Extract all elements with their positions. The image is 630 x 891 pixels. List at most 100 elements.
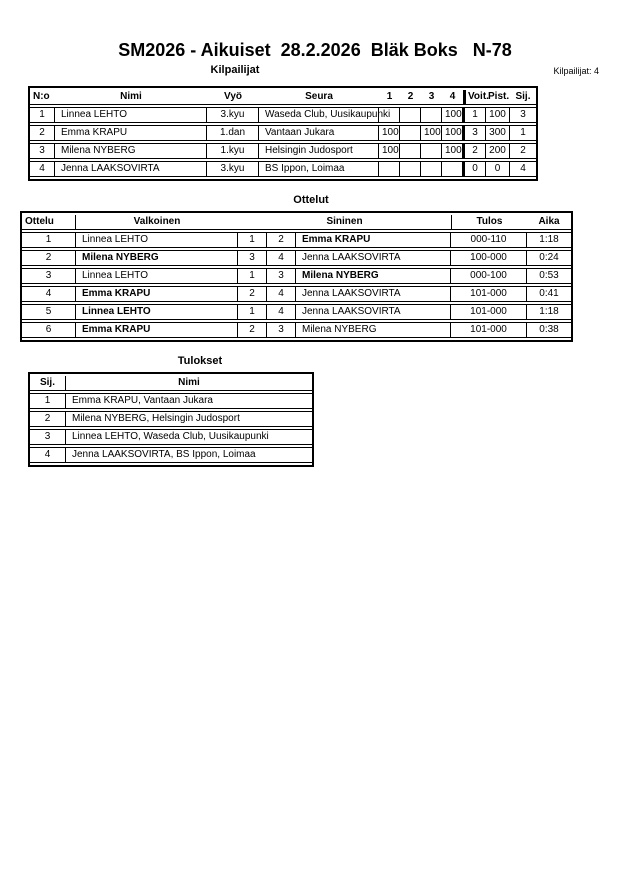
match-result: 000-100 (451, 268, 527, 284)
round-score (421, 161, 442, 177)
blue-player-number: 3 (267, 322, 296, 338)
col-voit: Voit. (463, 90, 489, 105)
blue-player-name: Jenna LAAKSOVIRTA (296, 304, 451, 320)
round-score (400, 161, 421, 177)
white-player-number: 2 (238, 286, 267, 302)
competitor-placement: 3 (510, 107, 536, 123)
round-score (421, 107, 442, 123)
match-result: 101-000 (451, 286, 527, 302)
match-time: 0:24 (527, 250, 571, 266)
kilpailijat-heading: Kilpailijat (210, 64, 260, 76)
match-time: 1:18 (527, 304, 571, 320)
match-time: 0:41 (527, 286, 571, 302)
round-score: 100 (379, 143, 400, 159)
match-number: 1 (22, 232, 76, 248)
table-row: 6 Emma KRAPU 2 3 Milena NYBERG 101-000 0:38 (22, 322, 571, 338)
competitor-points: 300 (486, 125, 510, 141)
blue-player-name: Milena NYBERG (296, 268, 451, 284)
result-name: Linnea LEHTO, Waseda Club, Uusikaupunki (66, 429, 312, 445)
col-pist: Pist. (486, 90, 510, 105)
table-row: 1 Linnea LEHTO 1 2 Emma KRAPU 000-110 1:18 (22, 232, 571, 248)
round-score: 100 (442, 125, 463, 141)
white-player-name: Linnea LEHTO (76, 232, 238, 248)
white-player-name: Milena NYBERG (76, 250, 238, 266)
result-name: Milena NYBERG, Helsingin Judosport (66, 411, 312, 427)
competitor-belt: 1.kyu (207, 143, 259, 159)
kilpailijat-header-row: N:o Nimi Vyö Seura 1 2 3 4 Voit. Pist. S… (30, 90, 536, 105)
blue-player-number: 4 (267, 286, 296, 302)
competitor-wins: 2 (463, 143, 486, 159)
table-row: 2 Milena NYBERG 3 4 Jenna LAAKSOVIRTA 100-000… (22, 250, 571, 266)
round-score (400, 125, 421, 141)
tulokset-table: Sij. Nimi 1 Emma KRAPU, Vantaan Jukara 2 Mi… (28, 372, 314, 467)
tulokset-header-row: Sij. Nimi (30, 376, 312, 391)
match-result: 000-110 (451, 232, 527, 248)
round-score (421, 143, 442, 159)
match-number: 2 (22, 250, 76, 266)
match-time: 0:53 (527, 268, 571, 284)
competitor-number: 4 (30, 161, 55, 177)
match-time: 0:38 (527, 322, 571, 338)
blue-player-name: Milena NYBERG (296, 322, 451, 338)
competitor-club: Vantaan Jukara (259, 125, 379, 141)
match-number: 4 (22, 286, 76, 302)
competitor-name: Milena NYBERG (55, 143, 207, 159)
table-row: 1 Emma KRAPU, Vantaan Jukara (30, 393, 312, 409)
competitor-points: 0 (486, 161, 510, 177)
white-player-number: 1 (238, 268, 267, 284)
competitor-wins: 0 (463, 161, 486, 177)
result-placement: 2 (30, 411, 66, 427)
ottelut-heading: Ottelut (293, 194, 329, 206)
col-sij: Sij. (30, 376, 66, 391)
match-result: 100-000 (451, 250, 527, 266)
competitor-club: BS Ippon, Loimaa (259, 161, 379, 177)
competitor-wins: 3 (463, 125, 486, 141)
match-number: 5 (22, 304, 76, 320)
round-score (442, 161, 463, 177)
table-row: 3 Linnea LEHTO, Waseda Club, Uusikaupunki (30, 429, 312, 445)
competitor-points: 200 (486, 143, 510, 159)
table-row: 4 Emma KRAPU 2 4 Jenna LAAKSOVIRTA 101-000 0:4… (22, 286, 571, 302)
competitor-belt: 3.kyu (207, 107, 259, 123)
round-score (400, 107, 421, 123)
result-name: Jenna LAAKSOVIRTA, BS Ippon, Loimaa (66, 447, 312, 463)
col-round-2: 2 (400, 90, 421, 105)
blue-player-name: Emma KRAPU (296, 232, 451, 248)
round-score (379, 161, 400, 177)
col-tulos: Tulos (451, 215, 527, 230)
col-round-4: 4 (442, 90, 463, 105)
col-sij: Sij. (510, 90, 536, 105)
round-score (379, 107, 400, 123)
white-player-name: Linnea LEHTO (76, 268, 238, 284)
round-score: 100 (442, 143, 463, 159)
table-row: 3 Linnea LEHTO 1 3 Milena NYBERG 000-100 0:53 (22, 268, 571, 284)
competitor-club: Helsingin Judosport (259, 143, 379, 159)
round-score (400, 143, 421, 159)
competitor-belt: 1.dan (207, 125, 259, 141)
competitor-number: 2 (30, 125, 55, 141)
blue-player-name: Jenna LAAKSOVIRTA (296, 250, 451, 266)
result-placement: 4 (30, 447, 66, 463)
competitor-club: Waseda Club, Uusikaupunki (259, 107, 390, 123)
competitor-name: Emma KRAPU (55, 125, 207, 141)
kilpailijat-table: N:o Nimi Vyö Seura 1 2 3 4 Voit. Pist. S… (28, 86, 538, 181)
results-page: SM2026 - Aikuiset 28.2.2026 Bläk Boks N-… (20, 40, 599, 467)
white-player-number: 3 (238, 250, 267, 266)
match-number: 6 (22, 322, 76, 338)
col-vyo: Vyö (207, 90, 259, 105)
table-row: 4 Jenna LAAKSOVIRTA 3.kyu BS Ippon, Loimaa 0… (30, 161, 536, 177)
white-player-number: 2 (238, 322, 267, 338)
match-result: 101-000 (451, 304, 527, 320)
blue-player-number: 3 (267, 268, 296, 284)
competitor-name: Linnea LEHTO (55, 107, 207, 123)
white-player-name: Linnea LEHTO (76, 304, 238, 320)
competitor-placement: 4 (510, 161, 536, 177)
white-player-number: 1 (238, 232, 267, 248)
blue-player-number: 2 (267, 232, 296, 248)
competitor-number: 3 (30, 143, 55, 159)
col-nimi: Nimi (66, 376, 312, 391)
match-time: 1:18 (527, 232, 571, 248)
ottelut-table: Ottelu Valkoinen Sininen Tulos Aika 1 Lin… (20, 211, 573, 342)
col-aika: Aika (527, 215, 571, 230)
col-nimi: Nimi (55, 90, 207, 105)
